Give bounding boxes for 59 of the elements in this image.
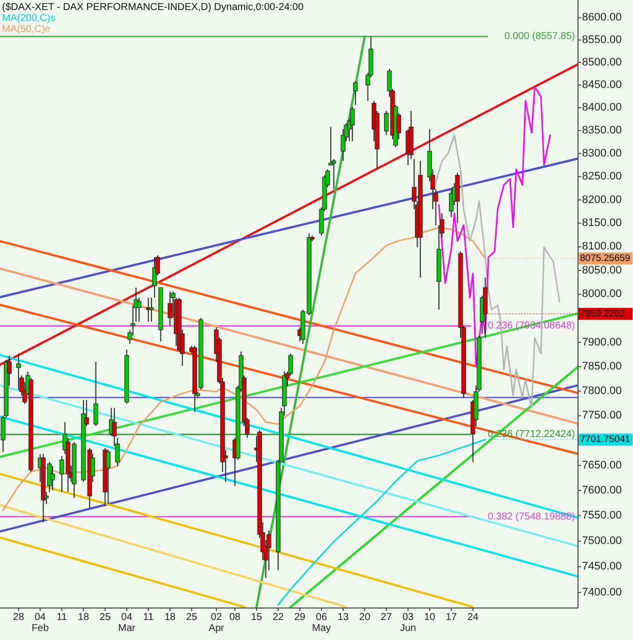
candlestick (50, 465, 55, 490)
y-tick-label: 8300.00 (582, 147, 622, 160)
x-tick-label: 17 (446, 612, 458, 623)
x-tick-label: 29 (294, 612, 306, 623)
y-tick-label: 8000.00 (582, 288, 622, 300)
x-tick-label: 15 (250, 612, 263, 623)
y-tick-label: 7850.00 (582, 360, 622, 373)
x-tick-label: 04 Feb (32, 612, 50, 634)
candlestick (94, 361, 98, 427)
y-tick-label: 7500.00 (582, 535, 622, 548)
x-tick-label: 22 (272, 612, 284, 623)
y-tick-label: 7750.00 (582, 410, 622, 422)
candlestick (353, 80, 358, 106)
y-tick-label: 8100.00 (582, 240, 622, 253)
x-tick-label: 18 (78, 612, 90, 623)
annotation: 7701.75041 (580, 434, 630, 446)
candlestick (350, 106, 355, 142)
x-tick-label: 10 (424, 612, 436, 623)
annotation: 7959.2202 (580, 308, 625, 320)
x-tick-label: 11 (143, 612, 154, 623)
x-tick-label: 27 (380, 612, 392, 623)
y-tick-label: 7800.00 (582, 385, 622, 398)
x-tick-label: 04 Mar (118, 612, 136, 634)
y-tick-label: 8550.00 (582, 34, 622, 46)
ref-line-label: 0.382 (7548.19888) (488, 511, 575, 522)
ref-line-label: 0.000 (8557.85) (504, 31, 575, 42)
y-tick-label: 8450.00 (582, 78, 622, 91)
x-tick-label: 24 (467, 612, 479, 623)
x-tick-label: 03 Jun (400, 612, 416, 634)
candlestick (16, 353, 21, 390)
y-tick-label: 8350.00 (582, 124, 622, 136)
y-tick-label: 7900.00 (582, 336, 622, 348)
y-tick-label: 7550.00 (582, 510, 622, 522)
x-tick-label: 06 May (312, 612, 331, 634)
y-tick-label: 8250.00 (582, 170, 622, 183)
x-tick-label: 02 Apr (208, 612, 225, 634)
y-tick-label: 8150.00 (582, 217, 622, 230)
chart-title: ($DAX-XET - DAX PERFORMANCE-INDEX,D) Dynamic,0:00-24:00 (2, 2, 304, 13)
x-tick-label: 18 (164, 612, 176, 623)
x-tick-label: 25 (100, 612, 112, 623)
y-tick-label: 7450.00 (582, 560, 622, 573)
y-tick-label: 8600.00 (582, 12, 622, 24)
x-tick-label: 13 (338, 612, 350, 623)
y-tick-label: 8400.00 (582, 102, 622, 114)
y-tick-label: 7650.00 (582, 459, 622, 472)
y-tick-label: 8200.00 (582, 194, 622, 206)
x-tick-label: 20 (359, 612, 371, 623)
y-tick-label: 7600.00 (582, 484, 622, 496)
y-tick-label: 7400.00 (582, 586, 622, 598)
text: MA(50,C)e (2, 24, 51, 35)
y-tick-label: 8500.00 (582, 56, 622, 68)
candlestick (106, 449, 110, 505)
x-tick-label: 25 (186, 612, 198, 623)
annotation: 8075.25659 (580, 253, 630, 264)
text: MA(200,C)s (2, 13, 56, 24)
x-tick-label: 08 (229, 612, 241, 623)
x-tick-label: 28 (12, 612, 25, 623)
y-tick-label: 8050.00 (582, 264, 622, 276)
x-tick-label: 11 (56, 612, 68, 623)
